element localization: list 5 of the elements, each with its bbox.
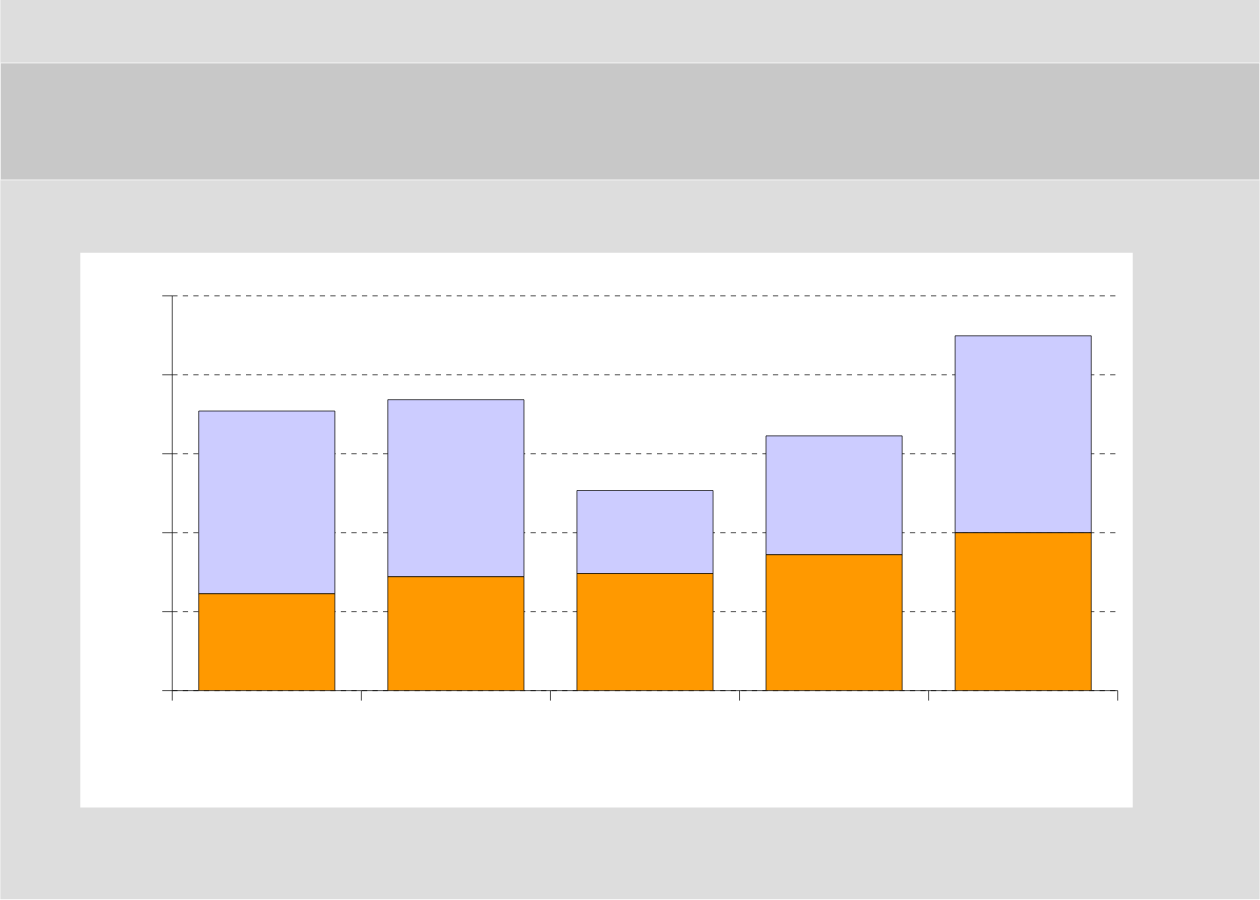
- bar: [954, 532, 1092, 691]
- bar: [198, 593, 336, 691]
- bar: [576, 573, 714, 691]
- bar: [387, 576, 525, 691]
- bar: [765, 554, 903, 691]
